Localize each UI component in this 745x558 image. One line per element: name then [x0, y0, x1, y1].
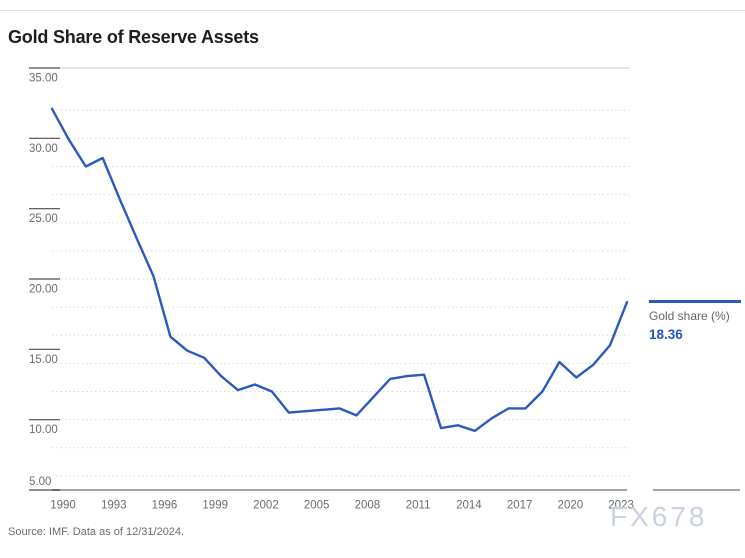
y-tick-label: 5.00	[29, 476, 51, 488]
x-tick-label: 2002	[253, 500, 279, 512]
source-note: Source: IMF. Data as of 12/31/2024.	[8, 526, 185, 538]
x-tick-label: 1993	[101, 500, 127, 512]
legend: Gold share (%) 18.36	[649, 300, 741, 342]
y-tick-label: 15.00	[29, 354, 58, 366]
x-tick-label: 2023	[608, 500, 634, 512]
x-tick-label: 1999	[202, 500, 228, 512]
top-divider	[0, 10, 745, 11]
x-tick-label: 1990	[50, 500, 76, 512]
x-tick-label: 2011	[406, 500, 431, 512]
y-tick-label: 30.00	[29, 143, 58, 155]
data-line	[50, 107, 629, 433]
x-tick-label: 2017	[507, 500, 533, 512]
x-tick-label: 2008	[355, 500, 381, 512]
x-tick-label: 2020	[558, 500, 584, 512]
y-tick-label: 35.00	[29, 73, 58, 85]
x-tick-label: 1996	[152, 500, 178, 512]
legend-label: Gold share (%)	[649, 309, 730, 323]
y-tick-label: 25.00	[29, 213, 58, 225]
legend-value: 18.36	[649, 327, 683, 342]
page-title: Gold Share of Reserve Assets	[8, 27, 259, 47]
y-tick-label: 10.00	[29, 424, 58, 436]
x-tick-label: 2005	[304, 500, 330, 512]
watermark: FX678	[610, 501, 708, 532]
x-tick-label: 2014	[456, 500, 482, 512]
y-tick-label: 20.00	[29, 284, 58, 296]
